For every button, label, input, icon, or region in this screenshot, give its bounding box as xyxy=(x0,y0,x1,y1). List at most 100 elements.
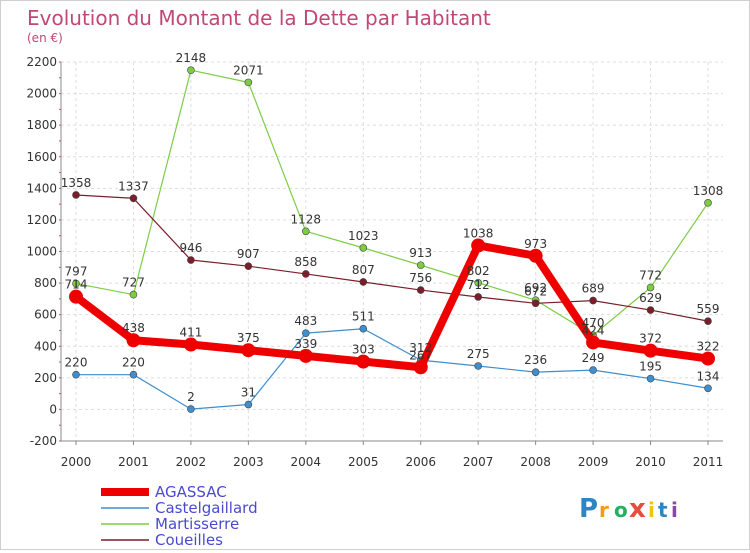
data-label: 275 xyxy=(467,347,490,361)
chart-subtitle: (en €) xyxy=(27,31,63,45)
data-label: 303 xyxy=(352,343,375,357)
data-label: 31 xyxy=(241,386,256,400)
data-point xyxy=(646,306,655,314)
data-label: 470 xyxy=(582,316,605,330)
data-point xyxy=(183,337,198,352)
y-tick-label: -200 xyxy=(30,434,57,448)
data-label: 629 xyxy=(639,291,662,305)
y-tick-label: 800 xyxy=(34,276,57,290)
data-label: 802 xyxy=(467,264,490,278)
data-point xyxy=(244,400,253,409)
data-point xyxy=(416,286,425,294)
data-point xyxy=(646,374,655,383)
data-label: 2148 xyxy=(176,51,207,65)
legend: AGASSACCastelgaillardMartisserreCoueille… xyxy=(101,483,258,549)
data-label: 913 xyxy=(409,246,432,260)
data-label: 907 xyxy=(237,247,260,261)
data-label: 424 xyxy=(582,323,605,337)
data-point xyxy=(129,194,138,203)
logo-letter: P xyxy=(579,494,598,524)
data-point xyxy=(129,370,138,379)
data-point xyxy=(474,293,482,301)
data-label: 712 xyxy=(467,278,490,292)
data-label: 1358 xyxy=(61,176,92,190)
data-point xyxy=(531,299,540,308)
data-point xyxy=(586,335,601,350)
logo-letter: i xyxy=(648,498,655,522)
data-point xyxy=(474,362,482,370)
y-tick-label: 1000 xyxy=(26,245,57,259)
data-label: 339 xyxy=(294,337,317,351)
data-point xyxy=(589,366,597,374)
data-label: 312 xyxy=(409,341,432,355)
y-tick-label: 200 xyxy=(34,371,57,385)
logo-letter: r xyxy=(599,498,609,522)
data-label: 2071 xyxy=(233,63,264,77)
data-label: 692 xyxy=(524,281,547,295)
x-tick-label: 2004 xyxy=(291,455,322,469)
data-point xyxy=(302,329,310,337)
data-label: 220 xyxy=(122,356,145,370)
data-point xyxy=(187,405,195,413)
data-point xyxy=(416,261,425,270)
logo-letter: o xyxy=(614,498,628,522)
data-label: 1023 xyxy=(348,229,379,243)
data-label: 267 xyxy=(409,348,432,362)
x-tick-label: 2009 xyxy=(578,455,609,469)
data-label: 807 xyxy=(352,263,375,277)
data-point xyxy=(356,354,371,369)
legend-label: Coueilles xyxy=(155,531,223,549)
data-point xyxy=(704,317,712,325)
data-label: 1337 xyxy=(118,179,149,193)
data-point xyxy=(531,368,540,376)
data-label: 727 xyxy=(122,276,145,290)
legend-label: Martisserre xyxy=(155,515,239,533)
logo-letter: i xyxy=(671,498,678,522)
data-point xyxy=(302,270,310,278)
data-label: 1308 xyxy=(693,184,724,198)
data-label: 772 xyxy=(639,269,662,283)
data-label: 714 xyxy=(65,278,88,292)
data-point xyxy=(69,289,83,304)
x-tick-label: 2008 xyxy=(520,455,551,469)
data-point xyxy=(646,283,655,292)
x-tick-label: 2002 xyxy=(176,455,207,469)
y-tick-label: 600 xyxy=(34,308,57,322)
x-tick-label: 2000 xyxy=(61,455,92,469)
data-point xyxy=(298,348,313,363)
x-tick-label: 2005 xyxy=(348,455,379,469)
series-line-agassac xyxy=(72,241,712,372)
data-label: 756 xyxy=(409,271,432,285)
logo-letter: t xyxy=(658,498,668,522)
data-label: 134 xyxy=(697,369,720,383)
data-point xyxy=(187,256,195,264)
data-label: 559 xyxy=(697,302,720,316)
x-tick-label: 2006 xyxy=(405,455,436,469)
data-point xyxy=(643,343,658,358)
data-point xyxy=(244,262,253,270)
x-tick-label: 2011 xyxy=(693,455,724,469)
x-tick-label: 2001 xyxy=(118,455,149,469)
data-label: 672 xyxy=(524,284,547,298)
data-label: 236 xyxy=(524,353,547,367)
data-point xyxy=(129,290,138,299)
data-point xyxy=(701,351,715,366)
data-label: 1128 xyxy=(291,212,322,226)
data-label: 220 xyxy=(65,356,88,370)
x-tick-label: 2007 xyxy=(463,455,494,469)
series-line-martisserre xyxy=(75,69,709,336)
data-label: 797 xyxy=(65,265,88,279)
data-point xyxy=(241,343,256,358)
data-point xyxy=(359,324,368,333)
x-tick-label: 2003 xyxy=(233,455,264,469)
y-tick-label: 2200 xyxy=(26,55,57,69)
data-point xyxy=(359,278,368,286)
data-point xyxy=(126,333,141,348)
data-point xyxy=(72,370,80,379)
y-tick-label: 0 xyxy=(49,402,57,416)
data-point xyxy=(187,66,195,75)
